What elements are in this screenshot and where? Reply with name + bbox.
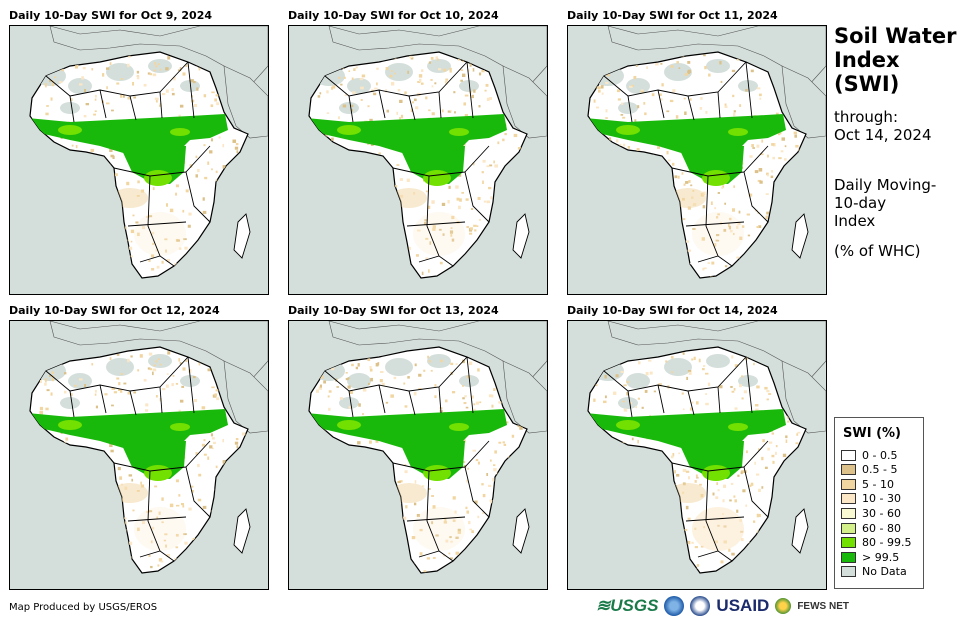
map-title: Soil Water Index (SWI) — [834, 24, 957, 96]
legend-label: 10 - 30 — [862, 492, 901, 506]
legend-item: 0.5 - 5 — [841, 463, 897, 477]
legend-swatch — [841, 449, 856, 461]
index-description: Daily Moving- 10-day Index — [834, 176, 937, 230]
map-oct10 — [288, 25, 548, 295]
credit-text: Map Produced by USGS/EROS — [9, 602, 158, 613]
legend-title: SWI (%) — [843, 426, 901, 441]
fews-net-logo: FEWS NET — [797, 600, 849, 612]
legend-item: No Data — [841, 565, 907, 579]
africa-map — [29, 26, 268, 279]
map-oct13 — [288, 320, 548, 590]
map-oct14 — [567, 320, 827, 590]
legend-swatch — [841, 478, 856, 490]
legend-swatch — [841, 507, 856, 519]
legend-item: 80 - 99.5 — [841, 536, 911, 550]
africa-map — [308, 321, 547, 574]
africa-map — [587, 321, 826, 574]
panel-title-oct13: Daily 10-Day SWI for Oct 13, 2024 — [288, 304, 499, 317]
legend-item: 30 - 60 — [841, 506, 901, 520]
panel-title-oct12: Daily 10-Day SWI for Oct 12, 2024 — [9, 304, 220, 317]
legend-swatch — [841, 566, 856, 578]
africa-map — [587, 26, 826, 279]
through-date: Oct 14, 2024 — [834, 126, 932, 144]
legend-label: No Data — [862, 565, 907, 579]
map-oct9 — [9, 25, 269, 295]
through-label: through: — [834, 108, 898, 126]
legend-label: > 99.5 — [862, 550, 900, 564]
legend-swatch — [841, 464, 856, 476]
map-oct12 — [9, 320, 269, 590]
fews-globe-icon — [775, 598, 792, 614]
legend-swatch — [841, 537, 856, 549]
usda-seal-icon — [690, 596, 711, 616]
legend-swatch — [841, 522, 856, 534]
partner-logos: ≋USGS USAID FEWS NET — [596, 596, 849, 616]
legend-swatch — [841, 493, 856, 505]
legend-label: 0.5 - 5 — [862, 463, 898, 477]
legend-label: 5 - 10 — [862, 477, 894, 491]
units-label: (% of WHC) — [834, 242, 921, 260]
legend-item: 0 - 0.5 — [841, 448, 897, 462]
legend-item: 5 - 10 — [841, 477, 894, 491]
panel-title-oct11: Daily 10-Day SWI for Oct 11, 2024 — [567, 9, 778, 22]
legend-swatch — [841, 551, 856, 563]
legend-label: 0 - 0.5 — [862, 448, 898, 462]
legend-item: > 99.5 — [841, 550, 899, 564]
panel-title-oct9: Daily 10-Day SWI for Oct 9, 2024 — [9, 9, 212, 22]
noaa-seal-icon — [664, 596, 685, 616]
legend-item: 60 - 80 — [841, 521, 901, 535]
panel-title-oct10: Daily 10-Day SWI for Oct 10, 2024 — [288, 9, 499, 22]
africa-map — [29, 321, 268, 574]
usgs-logo: ≋USGS — [596, 596, 659, 615]
africa-map — [308, 26, 547, 279]
legend-item: 10 - 30 — [841, 492, 901, 506]
usaid-logo: USAID — [716, 596, 770, 615]
legend-label: 80 - 99.5 — [862, 536, 912, 550]
map-oct11 — [567, 25, 827, 295]
legend-label: 30 - 60 — [862, 506, 901, 520]
legend-label: 60 - 80 — [862, 521, 901, 535]
panel-title-oct14: Daily 10-Day SWI for Oct 14, 2024 — [567, 304, 778, 317]
